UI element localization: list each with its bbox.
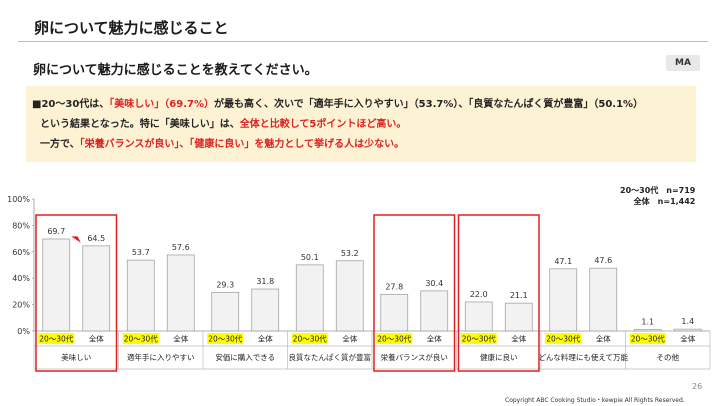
category-label-1: 適年手に入りやすい <box>127 352 195 362</box>
series-label-bg-6 <box>545 333 582 344</box>
data-label-0-1: 64.5 <box>87 234 105 243</box>
category-label-7: その他 <box>657 352 680 362</box>
series-label-3-0: 20～30代 <box>293 334 328 344</box>
bar-1-0 <box>126 259 155 332</box>
series-label-bg-2 <box>207 333 244 344</box>
data-label-7-0: 1.1 <box>641 318 654 327</box>
series-label-4-0: 20～30代 <box>377 334 412 344</box>
series-label-0-1: 全体 <box>89 334 104 344</box>
data-label-2-1: 31.8 <box>256 277 274 286</box>
y-tick-label: 60% <box>12 248 30 257</box>
summary-line-3: 一方で、「栄養バランスが良い」、「健康に良い」を魅力として挙げる人は少ない。 <box>40 135 404 150</box>
summary-line3-segment-0: 一方で、 <box>40 139 80 150</box>
summary-line-1: ■20～30代は、「美味しい」（69.7%）が最も高く、次いで「適年手に入りやす… <box>32 95 643 110</box>
data-label-3-0: 50.1 <box>301 253 319 262</box>
series-label-5-1: 全体 <box>511 334 526 344</box>
question-text: 卵について魅力に感じることを教えてください。 <box>33 63 318 78</box>
data-label-0-0: 69.7 <box>47 227 65 236</box>
series-label-2-1: 全体 <box>258 334 273 344</box>
series-label-3-1: 全体 <box>342 334 357 344</box>
bar-5-0 <box>464 301 493 332</box>
sample-size-legend: 20～30代 n=719 全体 n=1,442 <box>620 185 695 207</box>
bar-6-1 <box>589 267 618 332</box>
data-label-7-1: 1.4 <box>681 317 694 326</box>
y-tick-label: 20% <box>12 301 30 310</box>
bar-3-1 <box>335 260 364 332</box>
y-tick-label: 0% <box>17 327 30 336</box>
sample-size-total: 全体 n=1,442 <box>633 197 696 206</box>
summary-line1-segment-1: 「美味しい」（69.7%） <box>109 99 214 110</box>
highlight-box-5 <box>457 214 540 372</box>
bar-4-1 <box>420 290 449 332</box>
title-band: 卵について魅力に感じること <box>18 8 708 42</box>
data-label-6-0: 47.1 <box>554 257 572 266</box>
series-label-1-1: 全体 <box>173 334 188 344</box>
category-label-0: 美味しい <box>61 352 91 362</box>
trend-arrow-icon <box>71 236 81 243</box>
page-number: 26 <box>692 382 703 391</box>
data-label-3-1: 53.2 <box>341 249 359 258</box>
bar-3-0 <box>295 264 324 332</box>
y-tick-label: 80% <box>12 221 30 230</box>
summary-line3-segment-1: 「栄養バランスが良い」、「健康に良い」を魅力として挙げる人は少ない。 <box>79 139 405 150</box>
bar-7-0 <box>633 329 662 332</box>
data-label-4-0: 27.8 <box>385 282 403 291</box>
bar-1-1 <box>166 254 195 332</box>
bar-0-1 <box>82 245 111 332</box>
bar-4-0 <box>380 293 409 332</box>
data-label-6-1: 47.6 <box>594 256 612 265</box>
data-label-1-0: 53.7 <box>132 248 150 257</box>
ma-badge: MA <box>666 55 700 71</box>
data-label-5-0: 22.0 <box>470 290 488 299</box>
bar-2-1 <box>251 288 280 332</box>
bar-6-0 <box>549 268 578 332</box>
page-title: 卵について魅力に感じること <box>34 19 229 37</box>
bar-7-1 <box>673 328 702 332</box>
y-tick-label: 40% <box>12 274 30 283</box>
bar-5-1 <box>504 302 533 332</box>
summary-line-2: という結果となった。特に「美味しい」は、全体と比較して5ポイントほど高い。 <box>40 115 406 130</box>
summary-line2-segment-0: という結果となった。特に「美味しい」は、 <box>40 119 240 130</box>
series-label-5-0: 20～30代 <box>462 334 497 344</box>
series-label-bg-3 <box>291 333 328 344</box>
data-label-5-1: 21.1 <box>510 291 528 300</box>
series-label-7-1: 全体 <box>680 334 695 344</box>
series-label-bg-7 <box>629 333 666 344</box>
summary-line1-segment-2: が最も高く、次いで「適年手に入りやすい」（53.7%）、「良質なたんぱく質が豊富… <box>213 99 644 110</box>
data-label-4-1: 30.4 <box>425 279 443 288</box>
highlight-box-4 <box>373 214 456 372</box>
category-label-3: 良質なたんぱく質が豊富 <box>289 352 372 362</box>
category-label-5: 健康に良い <box>480 352 518 362</box>
series-label-bg-1 <box>122 333 159 344</box>
series-label-7-0: 20～30代 <box>631 334 666 344</box>
series-label-4-1: 全体 <box>427 334 442 344</box>
copyright: Copyright ABC Cooking Studio・kewpie All … <box>505 397 685 404</box>
category-label-2: 安価に購入できる <box>215 352 275 362</box>
summary-line2-segment-1: 全体と比較して5ポイントほど高い。 <box>239 119 407 130</box>
series-label-6-0: 20～30代 <box>546 334 581 344</box>
category-label-4: 栄養バランスが良い <box>381 352 448 362</box>
series-label-6-1: 全体 <box>596 334 611 344</box>
summary-box: ■20～30代は、「美味しい」（69.7%）が最も高く、次いで「適年手に入りやす… <box>26 86 696 162</box>
series-label-bg-5 <box>460 333 497 344</box>
data-label-1-1: 57.6 <box>172 243 190 252</box>
bar-2-0 <box>211 291 240 332</box>
highlight-box-0 <box>35 214 118 372</box>
series-label-1-0: 20～30代 <box>124 334 159 344</box>
series-label-bg-4 <box>376 333 413 344</box>
data-label-2-0: 29.3 <box>216 280 234 289</box>
series-label-0-0: 20～30代 <box>39 334 74 344</box>
summary-line1-segment-0: ■20～30代は、 <box>32 99 110 110</box>
y-tick-label: 100% <box>7 195 30 204</box>
category-label-6: どんな料理にも使えて万能 <box>538 352 628 362</box>
sample-size-2030: 20～30代 n=719 <box>620 186 696 195</box>
series-label-2-0: 20～30代 <box>208 334 243 344</box>
bar-0-0 <box>42 238 71 332</box>
series-label-bg-0 <box>38 333 75 344</box>
